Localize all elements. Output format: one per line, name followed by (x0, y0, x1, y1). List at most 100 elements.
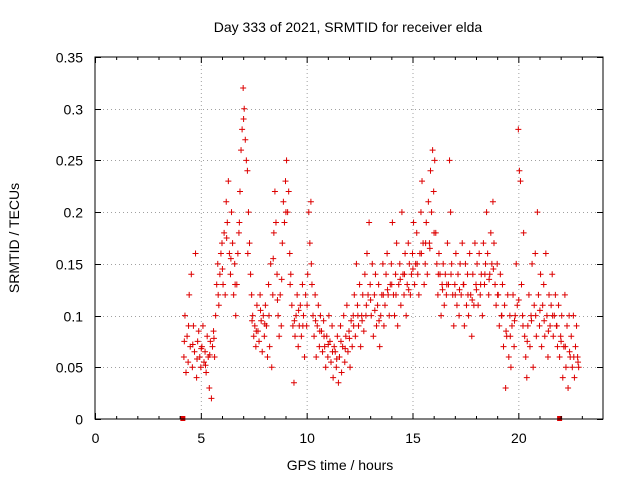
data-point (502, 384, 509, 391)
data-point (452, 250, 459, 257)
y-tick-label: 0.35 (56, 50, 83, 66)
data-point (274, 271, 281, 278)
data-point (334, 333, 341, 340)
data-point (375, 281, 382, 288)
data-point (314, 322, 321, 329)
data-point (388, 260, 395, 267)
data-point (456, 312, 463, 319)
data-point (414, 260, 421, 267)
data-point (533, 333, 540, 340)
data-point (386, 312, 393, 319)
y-tick-label: 0.05 (56, 360, 83, 376)
data-point (208, 395, 215, 402)
data-point (406, 260, 413, 267)
data-point (448, 271, 455, 278)
data-point (471, 240, 478, 247)
data-point (275, 312, 282, 319)
data-point (258, 317, 265, 324)
data-point (569, 364, 576, 371)
x-tick-label: 0 (92, 430, 100, 446)
data-point (558, 338, 565, 345)
data-point (209, 343, 216, 350)
data-point (354, 312, 361, 319)
data-point (366, 219, 373, 226)
data-point (272, 219, 279, 226)
data-point (548, 302, 555, 309)
data-point (477, 291, 484, 298)
data-point (458, 291, 465, 298)
data-point (498, 312, 505, 319)
data-point (244, 167, 251, 174)
data-point (493, 302, 500, 309)
data-point (304, 271, 311, 278)
data-point (359, 317, 366, 324)
data-point (228, 209, 235, 216)
data-point (346, 328, 352, 335)
data-point (350, 322, 357, 329)
data-point (479, 312, 486, 319)
data-point (372, 271, 379, 278)
data-point (494, 260, 501, 267)
data-point (508, 322, 515, 329)
data-point (426, 245, 433, 252)
data-point (444, 240, 451, 247)
data-point (287, 271, 294, 278)
data-point (357, 343, 364, 350)
data-point (475, 302, 482, 309)
data-point (352, 333, 359, 340)
data-point (411, 281, 418, 288)
data-point (253, 328, 260, 335)
data-point (224, 219, 231, 226)
data-point (351, 291, 358, 298)
data-point (521, 333, 528, 340)
data-point (538, 343, 545, 350)
data-point (185, 359, 192, 366)
data-point (434, 291, 441, 298)
data-point (512, 312, 519, 319)
data-point (575, 359, 582, 366)
data-point (305, 209, 312, 216)
data-point (575, 364, 582, 371)
axis-ticks (95, 57, 603, 420)
data-point (325, 312, 332, 319)
data-point (482, 260, 489, 267)
data-point (465, 312, 472, 319)
data-point (415, 291, 422, 298)
data-point (292, 333, 299, 340)
data-point (261, 320, 268, 327)
data-point (239, 126, 246, 133)
data-point (315, 302, 322, 309)
data-point (499, 281, 506, 288)
data-point (519, 322, 526, 329)
data-point (431, 229, 438, 236)
data-point (293, 312, 300, 319)
data-point (395, 281, 402, 288)
data-point (561, 291, 568, 298)
data-point (466, 250, 473, 257)
data-point (256, 338, 263, 345)
data-point (494, 291, 501, 298)
data-point (540, 281, 547, 288)
data-point (384, 250, 391, 257)
data-point (333, 356, 340, 363)
data-point (464, 291, 471, 298)
data-point (462, 260, 469, 267)
data-point (534, 209, 541, 216)
data-point (225, 178, 232, 185)
data-point (186, 291, 193, 298)
data-point (321, 343, 328, 350)
data-point (541, 333, 548, 340)
data-point (215, 291, 222, 298)
data-point (570, 312, 577, 319)
data-point (244, 250, 251, 257)
data-point (570, 353, 577, 360)
data-point (363, 302, 370, 309)
data-point (464, 271, 471, 278)
data-point (223, 235, 230, 241)
data-point (539, 302, 546, 309)
data-point (217, 250, 224, 257)
data-point (213, 281, 220, 288)
data-point (230, 291, 237, 298)
data-point (281, 219, 288, 226)
data-point (368, 312, 375, 319)
